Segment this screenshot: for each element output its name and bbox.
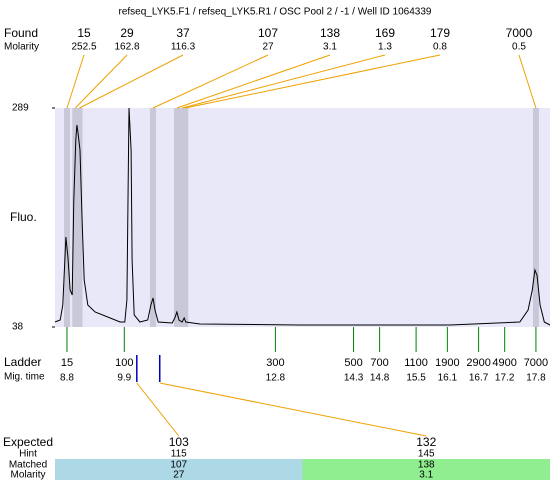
peak-band (532, 108, 539, 327)
matched-molarity: 27 (173, 470, 185, 480)
found-molarity: 252.5 (71, 42, 96, 53)
peak-band (173, 108, 180, 327)
found-label: Found (4, 26, 38, 40)
matched-value: 107 (170, 460, 187, 471)
hint-value: 115 (171, 449, 187, 460)
found-connector (185, 54, 441, 109)
peak-band (179, 108, 186, 327)
expected-value: 103 (169, 435, 189, 449)
ladder-size: 700 (370, 357, 388, 369)
expected-connector (136, 382, 180, 437)
ladder-mig-time: 16.1 (438, 373, 458, 384)
expected-label: Expected (3, 435, 53, 449)
found-size: 138 (320, 26, 340, 40)
peak-band (76, 108, 83, 327)
found-size: 7000 (506, 26, 533, 40)
ladder-size: 300 (266, 357, 284, 369)
mig-time-label: Mig. time (4, 372, 45, 383)
found-connector (74, 54, 128, 109)
ladder-mig-time: 17.8 (526, 373, 546, 384)
found-size: 169 (375, 26, 395, 40)
found-size: 37 (176, 26, 190, 40)
found-size: 179 (430, 26, 450, 40)
matched-molarity: 3.1 (419, 470, 433, 480)
found-connector (79, 54, 184, 109)
matched-molarity-label: Molarity (10, 470, 45, 480)
ladder-size: 4900 (492, 357, 516, 369)
matched-value: 138 (418, 460, 435, 471)
ladder-mig-time: 17.2 (495, 373, 515, 384)
found-molarity: 0.5 (512, 42, 526, 53)
y-label: Fluo. (10, 210, 37, 224)
ladder-size: 15 (61, 357, 73, 369)
found-molarity: 1.3 (378, 42, 392, 53)
found-molarity: 0.8 (433, 42, 447, 53)
ladder-mig-time: 14.3 (344, 373, 364, 384)
found-size: 29 (120, 26, 134, 40)
expected-value: 132 (416, 435, 436, 449)
found-molarity: 162.8 (114, 42, 139, 53)
trace (54, 107, 550, 326)
hint-value: 145 (418, 449, 435, 460)
ladder-label: Ladder (4, 355, 41, 369)
matched-cell (55, 459, 303, 480)
peak-band (72, 108, 79, 327)
matched-label: Matched (9, 460, 47, 471)
plot-area (55, 108, 550, 327)
found-molarity-label: Molarity (4, 42, 39, 53)
ladder-mig-time: 12.8 (266, 373, 286, 384)
y-tick-label: 289 (12, 103, 29, 114)
found-connector (176, 54, 331, 109)
ladder-size: 7000 (524, 357, 548, 369)
y-tick-label: 38 (12, 322, 24, 333)
found-connector (182, 54, 386, 109)
found-connector (152, 54, 269, 109)
found-molarity: 3.1 (323, 42, 337, 53)
peak-band (182, 108, 189, 327)
ladder-size: 1100 (404, 357, 428, 369)
ladder-mig-time: 14.8 (370, 373, 390, 384)
found-connector (518, 54, 537, 109)
found-molarity: 27 (262, 42, 274, 53)
ladder-mig-time: 9.9 (117, 373, 131, 384)
ladder-mig-time: 8.8 (60, 373, 74, 384)
found-size: 15 (77, 26, 91, 40)
found-connector (66, 54, 85, 109)
found-molarity: 116.3 (171, 42, 196, 53)
expected-connector (159, 382, 427, 437)
ladder-size: 500 (344, 357, 362, 369)
ladder-size: 100 (115, 357, 133, 369)
found-size: 107 (258, 26, 278, 40)
ladder-mig-time: 15.5 (406, 373, 426, 384)
matched-cell (302, 459, 550, 480)
peak-band (63, 108, 70, 327)
peak-band (149, 108, 156, 327)
ladder-size: 1900 (435, 357, 459, 369)
ladder-size: 2900 (466, 357, 490, 369)
ladder-mig-time: 16.7 (469, 373, 489, 384)
title: refseq_LYK5.F1 / refseq_LYK5.R1 / OSC Po… (119, 7, 432, 18)
hint-label: Hint (19, 449, 37, 460)
